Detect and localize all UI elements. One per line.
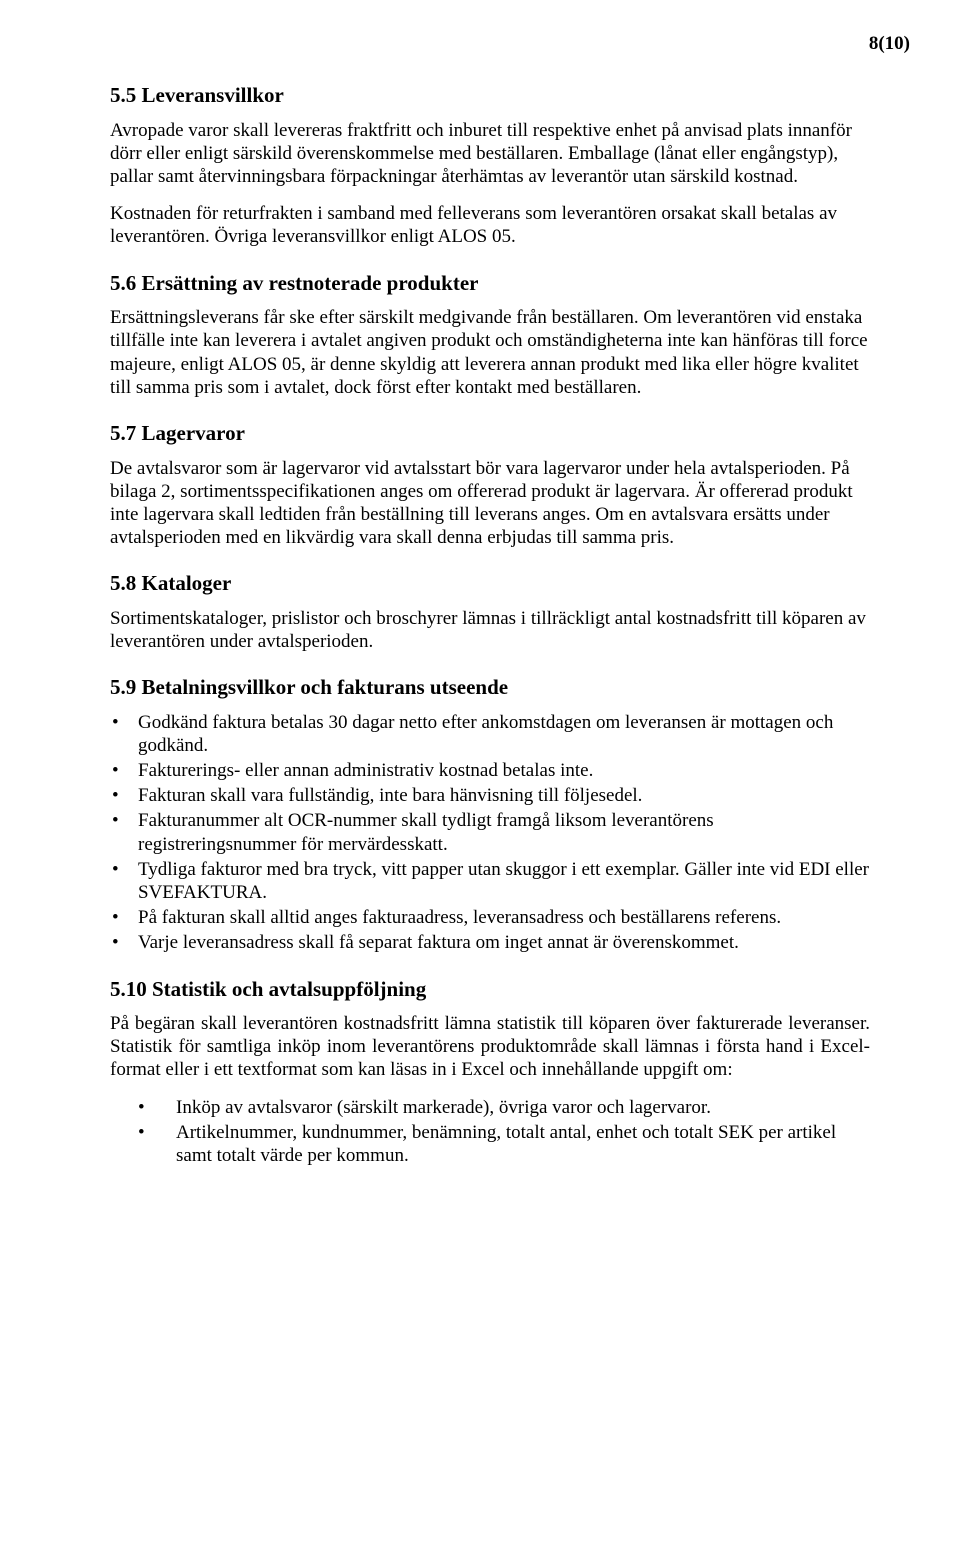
paragraph: På begäran skall leverantören kostnadsfr… [110,1012,870,1082]
list-item: Fakturan skall vara fullständig, inte ba… [110,784,870,807]
paragraph: Avropade varor skall levereras fraktfrit… [110,119,870,189]
list-item: Artikelnummer, kundnummer, benämning, to… [110,1121,870,1167]
heading-5-5: 5.5 Leveransvillkor [110,83,870,109]
heading-5-9: 5.9 Betalningsvillkor och fakturans utse… [110,675,870,701]
page-number: 8(10) [110,32,910,55]
heading-5-10: 5.10 Statistik och avtalsuppföljning [110,977,870,1003]
document-page: 8(10) 5.5 Leveransvillkor Avropade varor… [0,0,960,1241]
paragraph: De avtalsvaror som är lagervaror vid avt… [110,457,870,550]
heading-5-8: 5.8 Kataloger [110,571,870,597]
list-item: Fakturerings- eller annan administrativ … [110,759,870,782]
bullet-list-indented: Inköp av avtalsvaror (särskilt markerade… [110,1096,870,1168]
heading-5-6: 5.6 Ersättning av restnoterade produkter [110,271,870,297]
heading-5-7: 5.7 Lagervaror [110,421,870,447]
bullet-list: Godkänd faktura betalas 30 dagar netto e… [110,711,870,955]
paragraph: Ersättningsleverans får ske efter särski… [110,306,870,399]
list-item: Inköp av avtalsvaror (särskilt markerade… [110,1096,870,1119]
list-item: Godkänd faktura betalas 30 dagar netto e… [110,711,870,757]
paragraph: Sortimentskataloger, prislistor och bros… [110,607,870,653]
list-item: På fakturan skall alltid anges fakturaad… [110,906,870,929]
list-item: Fakturanummer alt OCR-nummer skall tydli… [110,809,870,855]
paragraph: Kostnaden för returfrakten i samband med… [110,202,870,248]
list-item: Tydliga fakturor med bra tryck, vitt pap… [110,858,870,904]
list-item-text: Godkänd faktura betalas 30 dagar netto e… [138,712,833,756]
list-item: Varje leveransadress skall få separat fa… [110,931,870,954]
